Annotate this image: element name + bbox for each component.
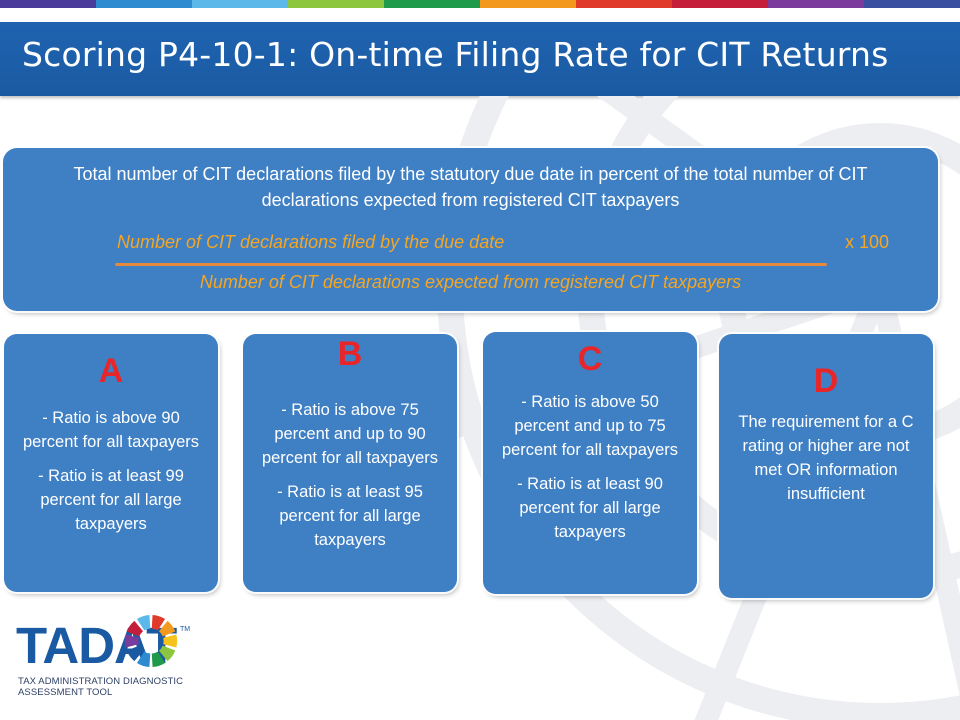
criteria-c: - Ratio is above 50 percent and up to 75…	[495, 390, 685, 544]
criterion-a-1: - Ratio is above 90 percent for all taxp…	[22, 409, 200, 451]
logo-wheel-segment	[151, 651, 166, 668]
logo-wheel-segment	[124, 634, 139, 648]
logo-trademark: TM	[180, 626, 191, 633]
criteria-d: The requirement for a C rating or higher…	[731, 410, 921, 506]
grade-letter-b: B	[337, 335, 363, 373]
formula-denominator: Number of CIT declarations expected from…	[199, 272, 742, 292]
stripe-segment-6	[480, 0, 576, 8]
grade-letter-c: C	[577, 340, 603, 378]
logo-wheel-segment	[126, 645, 144, 662]
indicator-definition: Total number of CIT declarations filed b…	[73, 164, 868, 210]
criterion-b-2: - Ratio is at least 95 percent for all l…	[277, 483, 423, 549]
rating-card-b: B - Ratio is above 75 percent and up to …	[243, 334, 457, 592]
criterion-c-1: - Ratio is above 50 percent and up to 75…	[501, 393, 679, 459]
logo-wheel-segment	[163, 634, 178, 648]
criterion-b-1: - Ratio is above 75 percent and up to 90…	[261, 401, 439, 467]
rating-card-c: C - Ratio is above 50 percent and up to …	[483, 332, 697, 594]
logo-wheel-segment	[126, 620, 144, 637]
formula-multiplier: x 100	[845, 232, 890, 252]
logo-wheel-icon	[124, 614, 178, 668]
logo-wordmark: TADAT	[16, 617, 177, 674]
stripe-segment-8	[672, 0, 768, 8]
criterion-c-2: - Ratio is at least 90 percent for all l…	[517, 475, 663, 541]
rating-card-a: A - Ratio is above 90 percent for all ta…	[4, 334, 218, 592]
top-color-stripe	[0, 0, 960, 8]
stripe-segment-10	[864, 0, 960, 8]
grade-letter-d: D	[813, 362, 839, 400]
logo-subtitle-line-1: TAX ADMINISTRATION DIAGNOSTIC	[18, 676, 184, 687]
logo-wheel-segment	[136, 614, 151, 631]
logo-wheel-segment	[158, 620, 176, 637]
criteria-b: - Ratio is above 75 percent and up to 90…	[255, 398, 445, 552]
criterion-d-1: The requirement for a C rating or higher…	[738, 413, 914, 503]
fraction-line	[115, 263, 827, 266]
rating-card-d: D The requirement for a C rating or high…	[719, 334, 933, 598]
stripe-segment-1	[0, 0, 96, 8]
tadat-logo: TADAT TM TAX ADMINISTRATION DIAGNOSTIC A…	[14, 612, 204, 718]
logo-wheel-segment	[136, 651, 151, 668]
logo-subtitle: TAX ADMINISTRATION DIAGNOSTIC ASSESSMENT…	[18, 676, 183, 698]
formula-panel: Total number of CIT declarations filed b…	[3, 148, 938, 311]
slide-title: Scoring P4-10-1: On-time Filing Rate for…	[22, 35, 889, 74]
grade-letter-a: A	[98, 352, 124, 390]
stripe-segment-3	[192, 0, 288, 8]
stripe-segment-7	[576, 0, 672, 8]
criteria-a: - Ratio is above 90 percent for all taxp…	[16, 406, 206, 536]
stripe-segment-4	[288, 0, 384, 8]
stripe-segment-9	[768, 0, 864, 8]
logo-wheel-segment	[151, 614, 166, 631]
stripe-segment-5	[384, 0, 480, 8]
title-bar: Scoring P4-10-1: On-time Filing Rate for…	[0, 22, 960, 96]
formula-numerator: Number of CIT declarations filed by the …	[117, 232, 505, 252]
criterion-a-2: - Ratio is at least 99 percent for all l…	[38, 467, 184, 533]
logo-subtitle-line-2: ASSESSMENT TOOL	[18, 687, 113, 698]
stripe-segment-2	[96, 0, 192, 8]
logo-wheel-segment	[158, 645, 176, 662]
